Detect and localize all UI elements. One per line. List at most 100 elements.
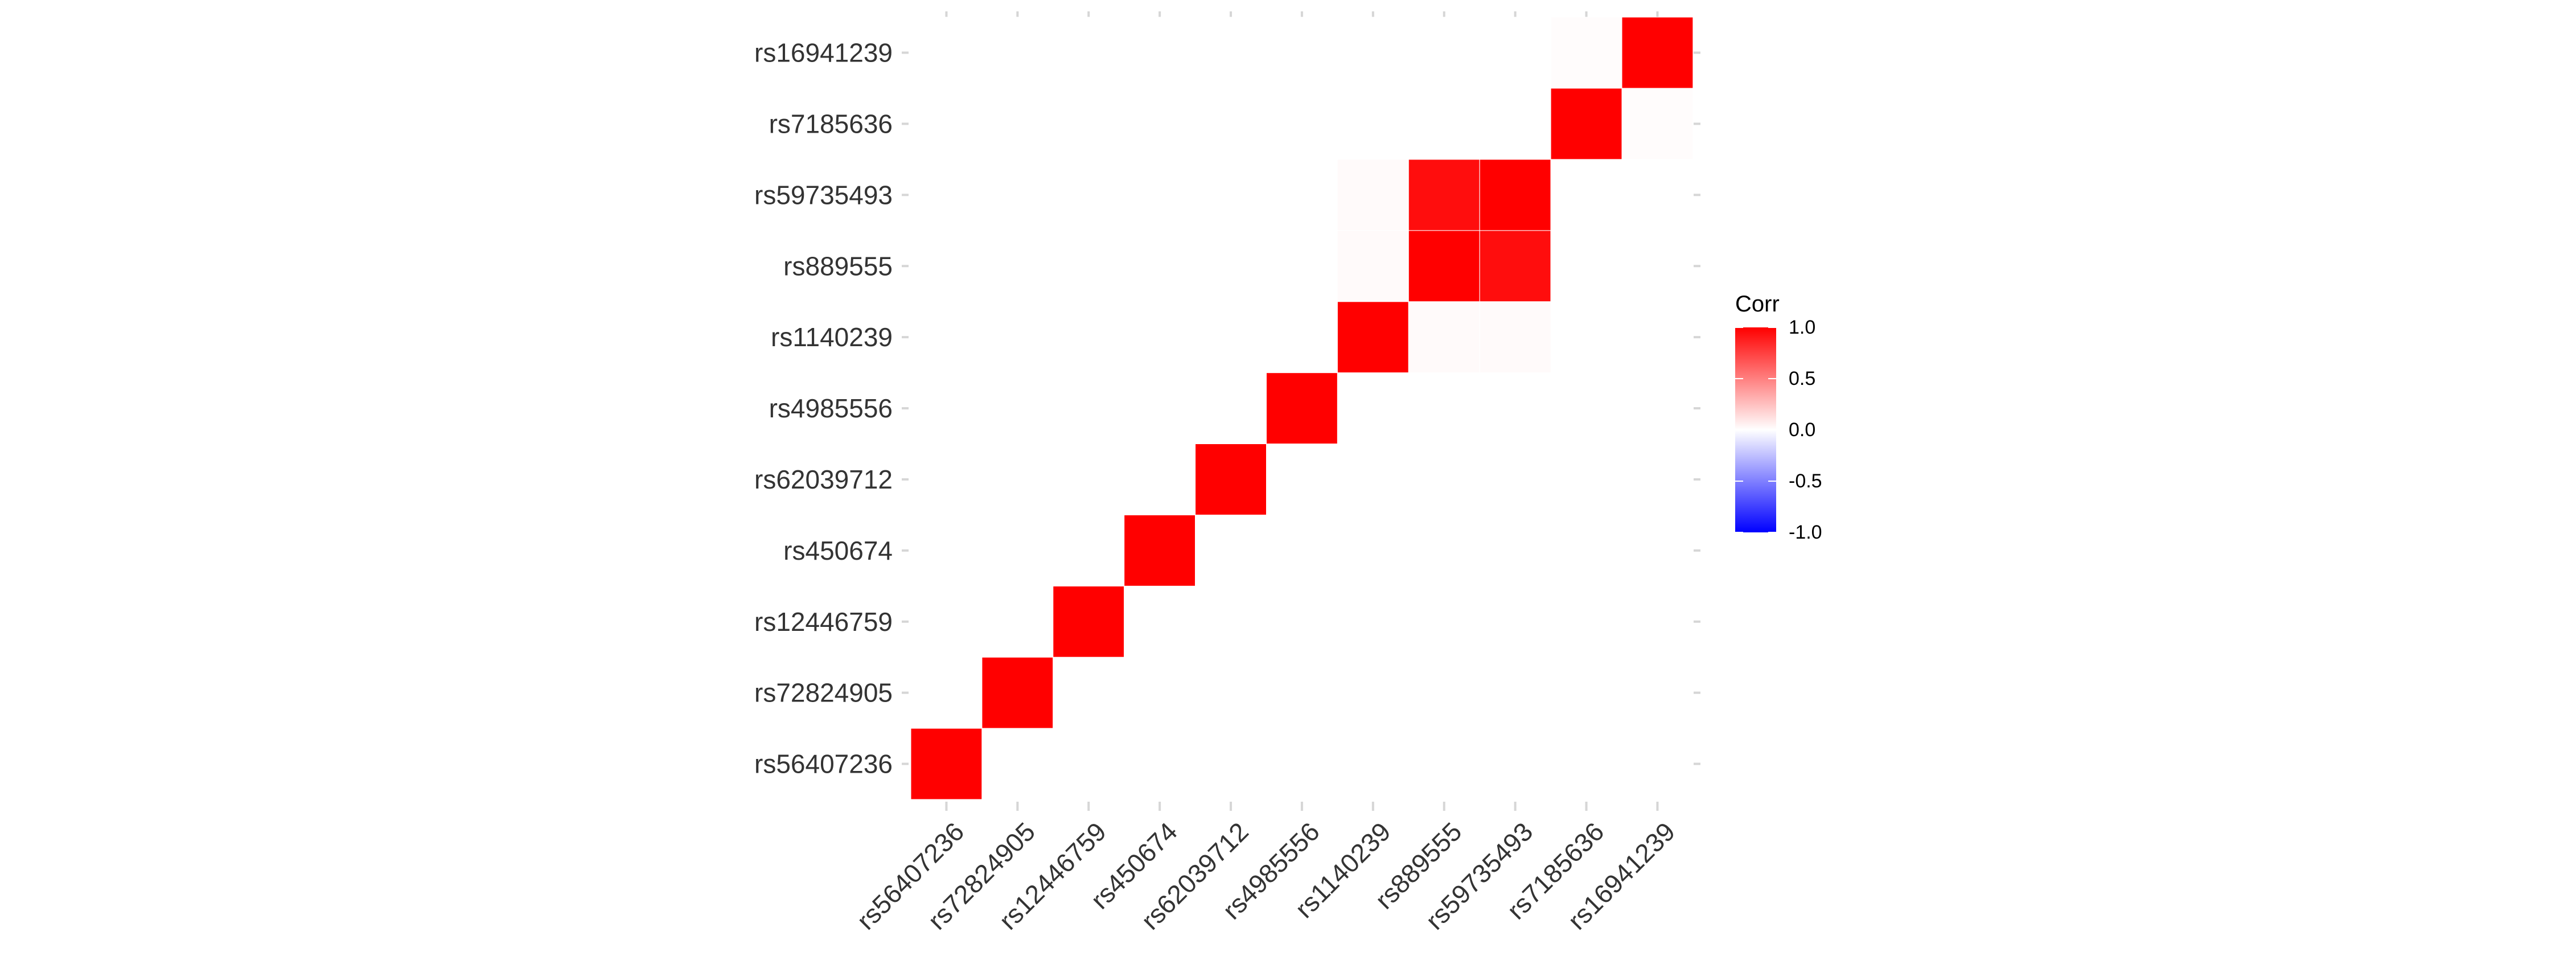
heatmap-cell	[1053, 372, 1125, 444]
heatmap-cell	[1550, 230, 1622, 302]
heatmap-cell	[1621, 301, 1694, 374]
legend-ticks: 1.0 0.5 0.0 -0.5 -1.0	[1735, 317, 1822, 543]
heatmap-cell	[910, 88, 983, 160]
heatmap-cell	[1195, 514, 1267, 586]
heatmap-cell	[1621, 17, 1694, 89]
heatmap-cell	[910, 514, 983, 586]
heatmap-cell	[981, 444, 1054, 515]
heatmap-cell	[1621, 230, 1694, 302]
heatmap-cell	[1408, 17, 1480, 89]
heatmap-cell	[1195, 585, 1267, 658]
heatmap-cell	[1053, 657, 1125, 729]
heatmap-cell	[1124, 159, 1196, 231]
heatmap-cell	[981, 17, 1054, 89]
heatmap-cell	[981, 301, 1054, 374]
y-tick-label: rs889555	[783, 251, 893, 281]
heatmap-cell	[1550, 17, 1622, 89]
heatmap-cell	[1266, 372, 1338, 444]
y-tick-label: rs16941239	[754, 38, 893, 68]
y-tick-label: rs72824905	[754, 678, 893, 708]
heatmap-cell	[1479, 444, 1551, 515]
heatmap-cell	[981, 657, 1054, 729]
heatmap-cell	[1621, 514, 1694, 586]
heatmap-cell	[1053, 585, 1125, 658]
heatmap-cell	[910, 159, 983, 231]
heatmap-cell	[1195, 372, 1267, 444]
heatmap-cell	[1266, 514, 1338, 586]
heatmap-cell	[1550, 514, 1622, 586]
y-tick-label: rs12446759	[754, 607, 893, 637]
heatmap-cell	[1408, 230, 1480, 302]
heatmap-cell	[1337, 88, 1409, 160]
heatmap-cell	[1266, 444, 1338, 515]
heatmap-cell	[1550, 301, 1622, 374]
heatmap-cell	[910, 444, 983, 515]
heatmap-cell	[1479, 585, 1551, 658]
heatmap-cell	[1479, 88, 1551, 160]
heatmap-cell	[1479, 301, 1551, 374]
heatmap-cell	[1408, 585, 1480, 658]
heatmap-cell	[1408, 728, 1480, 800]
heatmap-cell	[1124, 444, 1196, 515]
heatmap-cell	[1053, 159, 1125, 231]
y-tick-label: rs4985556	[769, 393, 893, 423]
heatmap-cell	[1479, 657, 1551, 729]
heatmap-cell	[910, 728, 983, 800]
heatmap-cell	[1266, 17, 1338, 89]
y-axis-labels: rs56407236 rs72824905 rs12446759 rs450674 rs…	[754, 38, 893, 779]
heatmap-cell	[1337, 159, 1409, 231]
heatmap-cell	[1053, 301, 1125, 374]
legend-tick-label: 1.0	[1789, 317, 1815, 338]
heatmap-cell	[1195, 230, 1267, 302]
heatmap-cell	[1053, 514, 1125, 586]
heatmap-cell	[1124, 230, 1196, 302]
heatmap-cell	[981, 585, 1054, 658]
heatmap-cell	[1124, 301, 1196, 374]
heatmap-cell	[1124, 728, 1196, 800]
heatmap-cell	[1124, 372, 1196, 444]
heatmap-cell	[1408, 444, 1480, 515]
heatmap-cell	[1479, 17, 1551, 89]
heatmap-cell	[1266, 159, 1338, 231]
legend-title: Corr	[1735, 292, 1780, 317]
heatmap-cell	[1337, 372, 1409, 444]
heatmap-cell	[910, 585, 983, 658]
heatmap-cell	[1337, 230, 1409, 302]
y-tick-label: rs62039712	[754, 465, 893, 494]
heatmap-cell	[1621, 444, 1694, 515]
heatmap-cell	[1479, 514, 1551, 586]
heatmap-cell	[1408, 514, 1480, 586]
heatmap-cell	[1124, 17, 1196, 89]
heatmap-cell	[1621, 372, 1694, 444]
heatmap-cell	[1621, 728, 1694, 800]
heatmap-cell	[1550, 159, 1622, 231]
legend: Corr 1.0 0.5 0.0 -0.5 -1.0	[1735, 292, 1822, 543]
legend-tick-label: 0.0	[1789, 419, 1815, 441]
heatmap-cell	[1408, 88, 1480, 160]
heatmap-cell	[1408, 657, 1480, 729]
heatmap-cell	[1550, 372, 1622, 444]
y-tick-label: rs56407236	[754, 749, 893, 779]
heatmap-cell	[910, 230, 983, 302]
heatmap-cell	[910, 301, 983, 374]
heatmap-cell	[1195, 88, 1267, 160]
heatmap-cell	[1337, 444, 1409, 515]
heatmap-cell	[1266, 585, 1338, 658]
heatmap-cell	[1550, 444, 1622, 515]
heatmap-cell	[1337, 301, 1409, 374]
heatmap-cell	[1550, 585, 1622, 658]
y-tick-label: rs59735493	[754, 180, 893, 210]
heatmap-cell	[981, 728, 1054, 800]
heatmap-cell	[1266, 230, 1338, 302]
heatmap-cell	[1621, 657, 1694, 729]
heatmap-cell	[1337, 585, 1409, 658]
y-tick-label: rs1140239	[771, 322, 893, 352]
heatmap-cell	[1266, 301, 1338, 374]
heatmap-cell	[1479, 159, 1551, 231]
heatmap-cell	[1337, 657, 1409, 729]
heatmap-cell	[1266, 728, 1338, 800]
heatmap-cell	[1550, 728, 1622, 800]
heatmap-cell	[1124, 514, 1196, 586]
heatmap-cell	[1053, 88, 1125, 160]
